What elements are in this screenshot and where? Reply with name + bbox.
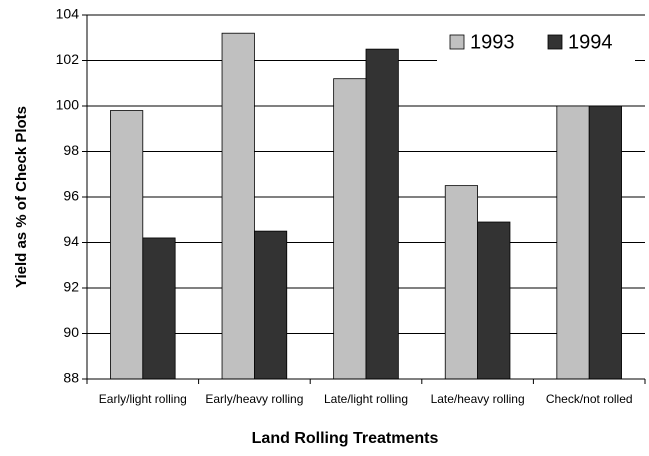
bar: [556, 105, 590, 380]
y-tick-label: 92: [63, 279, 79, 295]
y-tick-label: 100: [56, 97, 80, 113]
x-tick-label: Late/heavy rolling: [430, 392, 525, 406]
legend-swatch: [449, 34, 465, 50]
bar: [333, 78, 367, 380]
y-tick-label: 102: [56, 51, 80, 67]
x-axis-title: Land Rolling Treatments: [252, 430, 439, 447]
y-axis-title: Yield as % of Check Plots: [13, 106, 30, 288]
x-tick-label: Check/not rolled: [545, 392, 633, 406]
legend-label: 1994: [568, 31, 613, 53]
x-tick-label: Late/light rolling: [323, 392, 409, 406]
bar: [253, 230, 288, 380]
legend-box: [437, 22, 635, 62]
y-tick-label: 94: [63, 233, 79, 249]
legend-swatch: [547, 34, 563, 50]
x-tick-label: Early/light rolling: [98, 392, 187, 406]
y-tick-label: 98: [63, 142, 79, 158]
y-tick-label: 88: [63, 370, 79, 386]
bar: [221, 32, 255, 380]
bar: [588, 105, 622, 380]
bar: [444, 185, 478, 380]
bar: [110, 110, 144, 380]
bar: [477, 221, 511, 380]
y-tick-label: 96: [63, 188, 79, 204]
x-tick-label: Early/heavy rolling: [205, 392, 304, 406]
bar: [365, 48, 399, 380]
bar: [142, 237, 176, 380]
y-tick-label: 104: [56, 6, 80, 22]
y-tick-label: 90: [63, 324, 79, 340]
legend-label: 1993: [470, 31, 515, 53]
